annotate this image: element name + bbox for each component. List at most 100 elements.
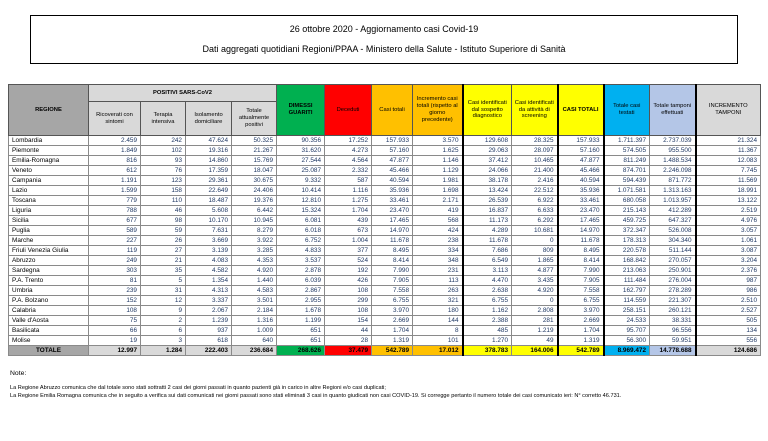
table-cell: 10.945	[230, 215, 278, 226]
table-cell: 7.631	[185, 225, 232, 236]
table-cell: 1.313.163	[649, 185, 697, 196]
table-cell: 986	[694, 285, 762, 296]
table-cell: 276.004	[649, 275, 697, 286]
table-cell: 108	[324, 305, 373, 316]
col-header-deceduti: Deceduti	[324, 84, 373, 136]
table-cell: 270.057	[649, 255, 697, 266]
table-cell: 180	[412, 305, 464, 316]
table-cell: 22.649	[185, 185, 232, 196]
table-cell: 19	[88, 335, 141, 346]
table-row-valle-d-aosta: Valle d'Aosta 75 2 1.239 1.316 1.199 154 2.669 1…	[8, 315, 762, 326]
table-cell: 22.512	[511, 185, 559, 196]
table-cell: 11.678	[461, 235, 513, 246]
total-cell: 268.626	[276, 345, 326, 356]
table-cell: 4.583	[230, 285, 278, 296]
table-cell: 651	[276, 335, 326, 346]
region-cell: P.A. Trento	[8, 275, 89, 286]
table-cell: 2.669	[371, 315, 414, 326]
table-cell: 260.121	[649, 305, 697, 316]
report-title-line2: Dati aggregati quotidiani Regioni/PPAA -…	[202, 44, 566, 54]
table-cell: 12.810	[276, 195, 326, 206]
table-cell: 239	[88, 285, 141, 296]
table-cell: 2.955	[276, 295, 326, 306]
table-row-calabria: Calabria 108 9 2.067 2.184 1.678 108 3.970 180 1.…	[8, 305, 762, 316]
table-cell: 1.004	[324, 235, 373, 246]
col-header-totale-tamponi-effettuati: Totale tamponi effettuati	[649, 84, 697, 136]
table-cell: 321	[412, 295, 464, 306]
table-cell: 47.877	[371, 155, 414, 166]
table-cell: 14.970	[556, 225, 605, 236]
table-cell: 334	[412, 245, 464, 256]
total-cell: 222.403	[185, 345, 232, 356]
table-cell: 3.087	[694, 245, 762, 256]
total-cell: 542.789	[371, 345, 414, 356]
table-cell: 152	[88, 295, 141, 306]
table-cell: 178.313	[602, 235, 651, 246]
total-cell: 378.783	[461, 345, 513, 356]
table-cell: 1.009	[230, 325, 278, 336]
table-cell: 113	[412, 275, 464, 286]
region-cell: Basilicata	[8, 325, 89, 336]
table-row-marche: Marche 227 26 3.669 3.922 6.752 1.004 11.678 238…	[8, 235, 762, 246]
table-cell: 158	[140, 185, 186, 196]
table-cell: 1.625	[412, 145, 464, 156]
table-cell: 33.461	[371, 195, 414, 206]
table-row-campania: Campania 1.191 123 29.361 30.675 9.332 587 40.5…	[8, 175, 762, 186]
region-cell: Liguria	[8, 205, 89, 216]
table-cell: 1.440	[230, 275, 278, 286]
table-cell: 90.356	[276, 135, 326, 146]
table-cell: 1.116	[324, 185, 373, 196]
table-cell: 647.327	[649, 215, 697, 226]
table-cell: 215.143	[602, 205, 651, 216]
table-row-veneto: Veneto 612 76 17.359 18.047 25.087 2.332 45.466…	[8, 165, 762, 176]
table-cell: 7.558	[371, 285, 414, 296]
table-cell: 18.047	[230, 165, 278, 176]
table-row-sicilia: Sicilia 677 98 10.170 10.945 6.081 439 17.465 56…	[8, 215, 762, 226]
table-cell: 2	[140, 315, 186, 326]
col-header-totale-casi-testati: Totale casi testati	[602, 84, 651, 136]
table-cell: 2.527	[694, 305, 762, 316]
table-cell: 4.877	[511, 265, 559, 276]
table-row-sardegna: Sardegna 303 35 4.582 4.920 2.878 192 7.990 231 3…	[8, 265, 762, 276]
table-cell: 75	[88, 315, 141, 326]
table-cell: 4.564	[324, 155, 373, 166]
table-cell: 4.273	[324, 145, 373, 156]
table-cell: 2.878	[276, 265, 326, 276]
table-cell: 6.755	[556, 295, 605, 306]
table-cell: 162.797	[602, 285, 651, 296]
table-cell: 3.501	[230, 295, 278, 306]
table-cell: 129.608	[461, 135, 513, 146]
table-cell: 114.559	[602, 295, 651, 306]
table-cell: 2.332	[324, 165, 373, 176]
table-cell: 8.495	[371, 245, 414, 256]
total-region-cell: TOTALE	[8, 345, 89, 356]
table-cell: 955.500	[649, 145, 697, 156]
table-cell: 6.039	[276, 275, 326, 286]
table-cell: 19.316	[185, 145, 232, 156]
table-cell: 26	[140, 235, 186, 246]
region-cell: Toscana	[8, 195, 89, 206]
table-cell: 1.319	[371, 335, 414, 346]
table-row-lazio: Lazio 1.599 158 22.649 24.406 10.414 1.116 35.9…	[8, 185, 762, 196]
table-cell: 119	[88, 245, 141, 256]
table-cell: 424	[412, 225, 464, 236]
total-cell: 37.479	[324, 345, 373, 356]
table-cell: 26.539	[461, 195, 513, 206]
table-cell: 28.325	[511, 135, 559, 146]
table-cell: 788	[88, 205, 141, 216]
region-cell: Friuli Venezia Giulia	[8, 245, 89, 256]
table-cell: 95.707	[602, 325, 651, 336]
table-row-p-a-bolzano: P.A. Bolzano 152 12 3.337 3.501 2.955 299 6.755…	[8, 295, 762, 306]
table-cell: 568	[412, 215, 464, 226]
col-header-totale-attualmente-positivi: Totale attualmente positivi	[230, 101, 278, 136]
table-cell: 874.701	[602, 165, 651, 176]
region-cell: Puglia	[8, 225, 89, 236]
table-cell: 1.162	[461, 305, 513, 316]
table-cell: 8.495	[556, 245, 605, 256]
table-cell: 0	[511, 295, 559, 306]
table-cell: 9	[140, 305, 186, 316]
table-cell: 7.558	[556, 285, 605, 296]
region-cell: Emilia-Romagna	[8, 155, 89, 166]
region-cell: Lombardia	[8, 135, 89, 146]
table-cell: 3.139	[185, 245, 232, 256]
